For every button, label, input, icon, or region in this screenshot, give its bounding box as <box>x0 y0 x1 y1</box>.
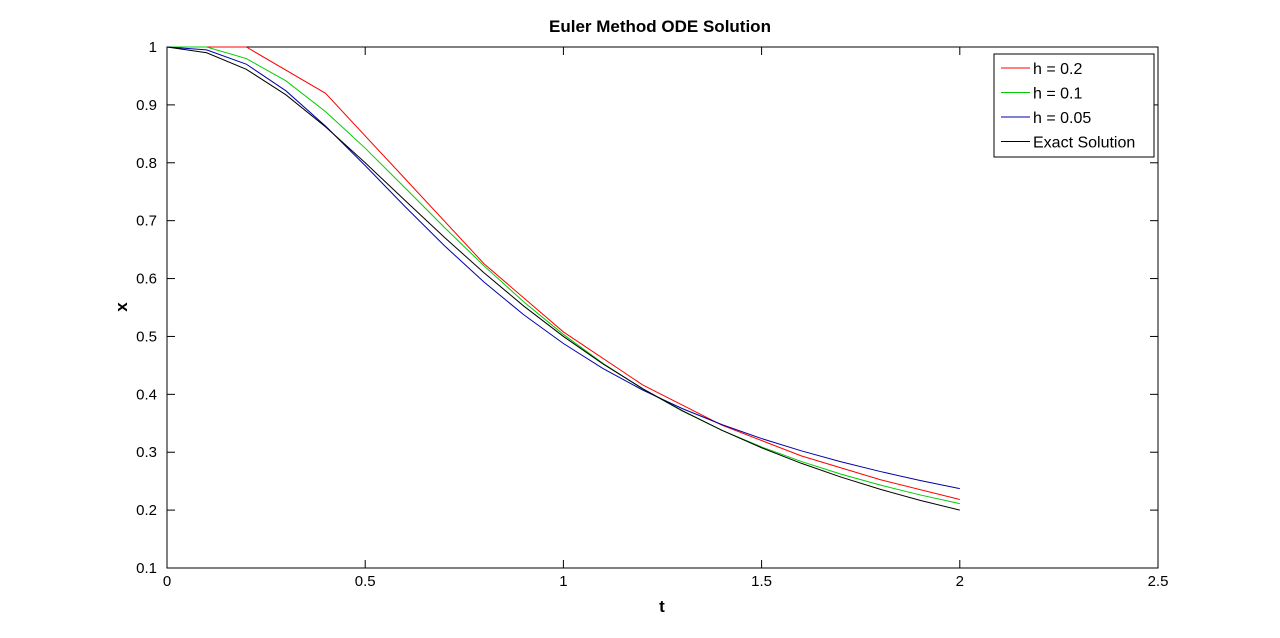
chart-title: Euler Method ODE Solution <box>549 17 771 36</box>
series-line-1 <box>167 46 960 505</box>
legend-label-1: h = 0.1 <box>1033 86 1082 103</box>
legend-label-3: Exact Solution <box>1033 135 1135 152</box>
y-axis-label: x <box>112 302 131 312</box>
y-tick-label: 0.1 <box>136 560 157 577</box>
ticks-layer: 0 0.5 1 1.5 2 2.5 0.1 0.2 0.3 0.4 0.5 0.6 0.7 0.8 0.9 1 <box>136 39 1168 590</box>
series-line-2 <box>166 46 960 490</box>
x-tick-label: 0.5 <box>355 573 376 590</box>
series-line-3 <box>166 46 960 511</box>
legend-label-2: h = 0.05 <box>1033 110 1091 127</box>
y-tick-label: 0.6 <box>136 271 157 288</box>
series-layer <box>166 46 960 511</box>
plot-area <box>166 46 1159 569</box>
legend: h = 0.2 h = 0.1 h = 0.05 Exact Solution <box>993 53 1155 158</box>
y-tick-label: 0.3 <box>136 444 157 461</box>
x-tick-label: 2.5 <box>1148 573 1169 590</box>
y-tick-label: 0.4 <box>136 386 157 403</box>
x-tick-label: 1.5 <box>751 573 772 590</box>
x-tick-label: 0 <box>163 573 171 590</box>
y-tick-label: 0.8 <box>136 155 157 172</box>
y-tick-label: 0.5 <box>136 328 157 345</box>
y-tick-label: 0.2 <box>136 502 157 519</box>
x-tick-label: 2 <box>956 573 964 590</box>
legend-box <box>993 53 1155 158</box>
y-tick-label: 0.9 <box>136 97 157 114</box>
y-tick-label: 1 <box>149 39 157 56</box>
x-tick-label: 1 <box>559 573 567 590</box>
y-tick-label: 0.7 <box>136 213 157 230</box>
series-line-0 <box>167 46 960 500</box>
legend-label-0: h = 0.2 <box>1033 61 1082 78</box>
x-axis-label: t <box>659 597 665 616</box>
